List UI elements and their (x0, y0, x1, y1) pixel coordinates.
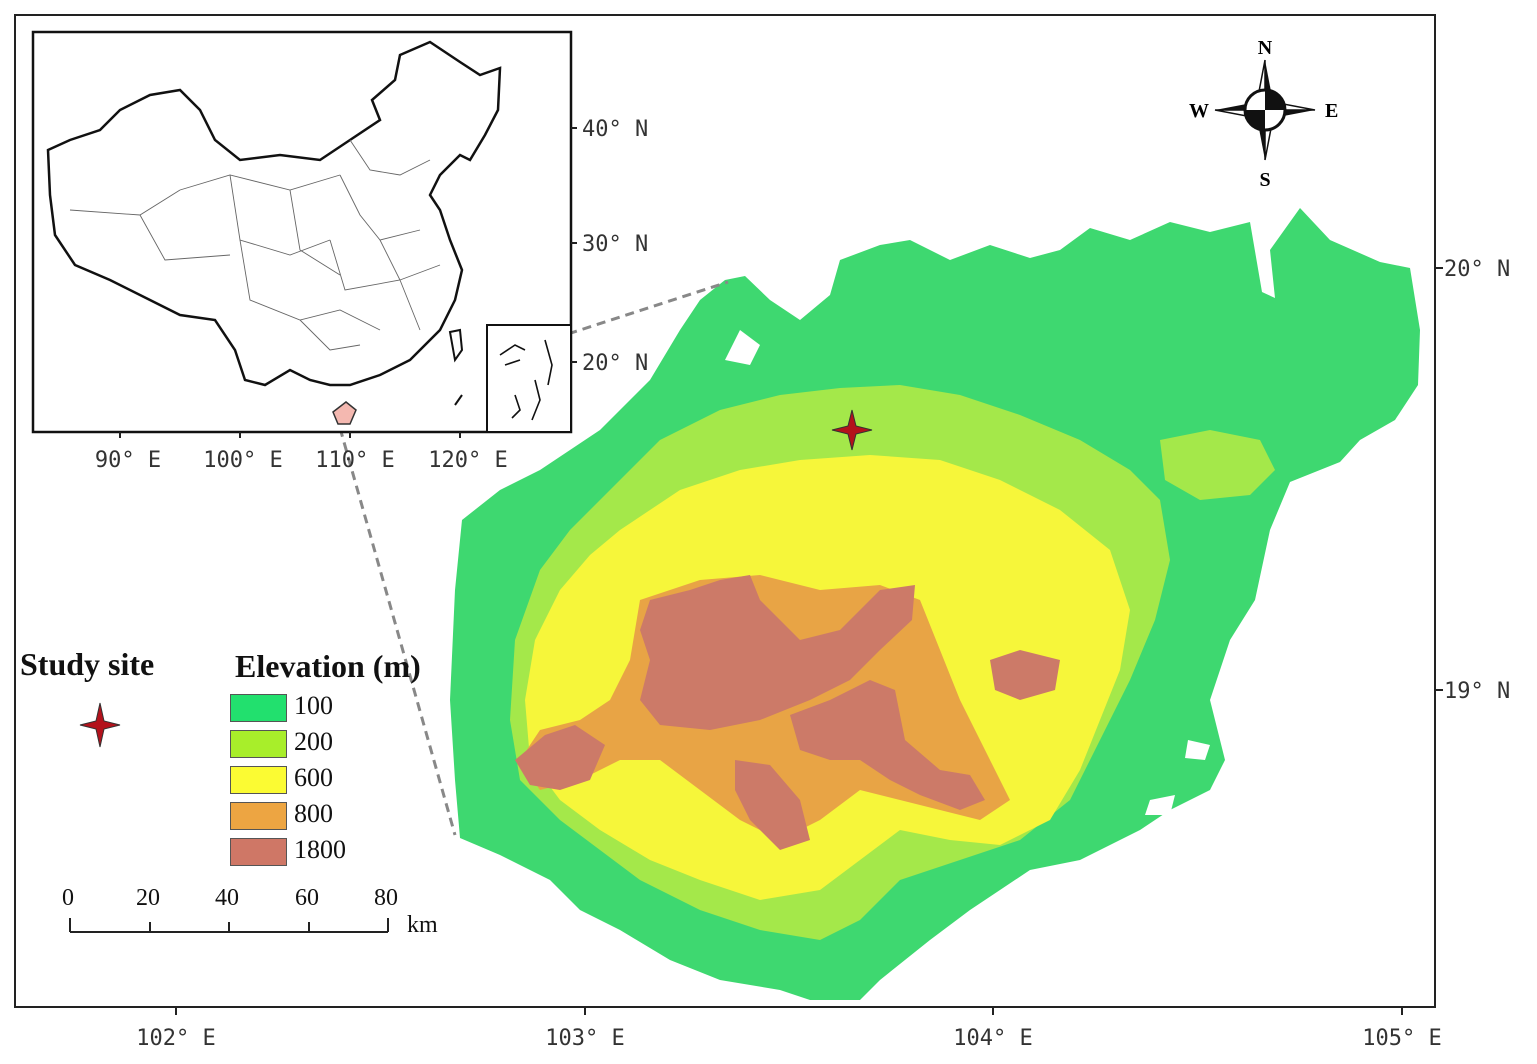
y-tick-label: 19° N (1444, 679, 1510, 704)
elevation-zone-1800-a (640, 575, 915, 730)
legend-item: 600 (230, 763, 450, 796)
legend-swatch (230, 766, 287, 794)
province-boundaries (69, 139, 441, 351)
inset-x-tick: 110° E (315, 448, 394, 473)
south-china-sea-islands (499, 339, 553, 421)
bay (1185, 740, 1210, 760)
compass-e: E (1325, 100, 1338, 122)
study-site-legend-title: Study site (20, 646, 155, 682)
hainan-highlight (332, 401, 357, 425)
legend-swatch (230, 694, 287, 722)
compass-w: W (1189, 100, 1209, 122)
study-site-marker (831, 409, 873, 451)
legend-item: 200 (230, 727, 450, 760)
china-outline (46, 40, 502, 387)
legend-swatch (230, 730, 287, 758)
elevation-zone-1800-c (515, 725, 605, 790)
scale-tick-label: 40 (215, 885, 239, 911)
elevation-legend-title: Elevation (m) (235, 648, 421, 684)
elevation-zone-1800-e (990, 650, 1060, 700)
x-tick-label: 105° E (1362, 1026, 1441, 1051)
x-tick-label: 104° E (953, 1026, 1032, 1051)
scale-tick-label: 80 (374, 885, 398, 911)
compass-s: S (1259, 169, 1270, 191)
legend-label: 600 (294, 763, 333, 792)
legend-study-site-symbol (79, 702, 121, 748)
legend-item: 1800 (230, 835, 450, 868)
south-china-sea-box (486, 324, 572, 433)
compass-n: N (1258, 37, 1273, 59)
legend-label: 800 (294, 799, 333, 828)
legend-item: 800 (230, 799, 450, 832)
inset-x-tick: 100° E (203, 448, 282, 473)
bay (725, 330, 760, 365)
y-tick-label: 20° N (1444, 257, 1510, 282)
zoom-connector-bottom (338, 427, 457, 836)
legend-swatch (230, 838, 287, 866)
hainan-island-elevation (450, 208, 1420, 1000)
scale-tick-label: 20 (136, 885, 160, 911)
inset-y-tick: 30° N (582, 232, 648, 257)
scale-tick-label: 60 (295, 885, 319, 911)
legend-label: 200 (294, 727, 333, 756)
scale-tick-label: 0 (62, 885, 74, 911)
elevation-zone-1800-d (735, 760, 810, 850)
inset-y-tick: 20° N (582, 351, 648, 376)
legend-item: 100 (230, 691, 450, 724)
main-map-frame (14, 14, 1436, 1008)
legend-label: 100 (294, 691, 333, 720)
inset-map-china (31, 30, 573, 434)
legend-label: 1800 (294, 835, 346, 864)
x-tick-label: 103° E (545, 1026, 624, 1051)
inset-x-tick: 90° E (95, 448, 161, 473)
scale-bar (69, 918, 389, 933)
scale-unit-label: km (407, 912, 438, 938)
main-map-ticks (175, 267, 1443, 1015)
taiwan (448, 328, 464, 363)
inset-y-tick: 40° N (582, 117, 648, 142)
x-tick-label: 102° E (136, 1026, 215, 1051)
island-mark (454, 394, 463, 406)
north-arrow-compass: N S E W (1189, 37, 1338, 191)
elevation-zone-1800-b (790, 680, 985, 810)
inset-ticks (119, 127, 577, 438)
bay (1145, 795, 1175, 815)
inset-x-tick: 120° E (428, 448, 507, 473)
elevation-zone-200-east (1160, 430, 1275, 500)
legend-swatch (230, 802, 287, 830)
